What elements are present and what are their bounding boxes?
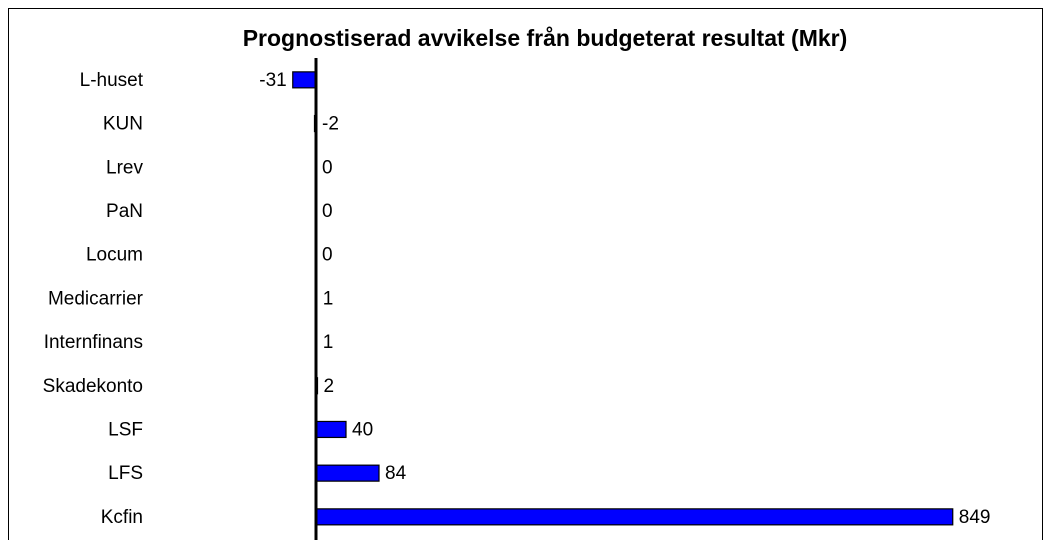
value-label: 0 (322, 201, 333, 222)
value-label: 849 (959, 507, 991, 528)
category-label: Lrev (106, 157, 143, 178)
value-label: 1 (323, 288, 334, 309)
bar (315, 420, 347, 439)
category-label: Internfinans (44, 332, 143, 353)
value-label: -2 (322, 114, 339, 135)
value-label: 1 (323, 332, 334, 353)
value-label: 0 (322, 157, 333, 178)
category-label: LFS (108, 463, 143, 484)
bar (315, 508, 954, 526)
value-label: 0 (322, 245, 333, 266)
category-label: LSF (108, 419, 143, 440)
bar (292, 71, 317, 89)
chart-title: Prognostiserad avvikelse från budgeterat… (243, 25, 848, 51)
value-label: -31 (259, 70, 286, 91)
category-label: L-huset (80, 70, 144, 91)
category-label: Locum (86, 245, 143, 266)
value-label: 40 (352, 419, 373, 440)
category-label: Skadekonto (43, 376, 143, 397)
category-label: PaN (106, 201, 143, 222)
category-label: Medicarrier (48, 288, 144, 309)
value-label: 2 (324, 376, 335, 397)
category-label: KUN (103, 114, 143, 135)
chart-frame (8, 8, 1043, 540)
category-label: Kcfin (101, 507, 143, 528)
bar (315, 464, 380, 482)
value-label: 84 (385, 463, 407, 484)
